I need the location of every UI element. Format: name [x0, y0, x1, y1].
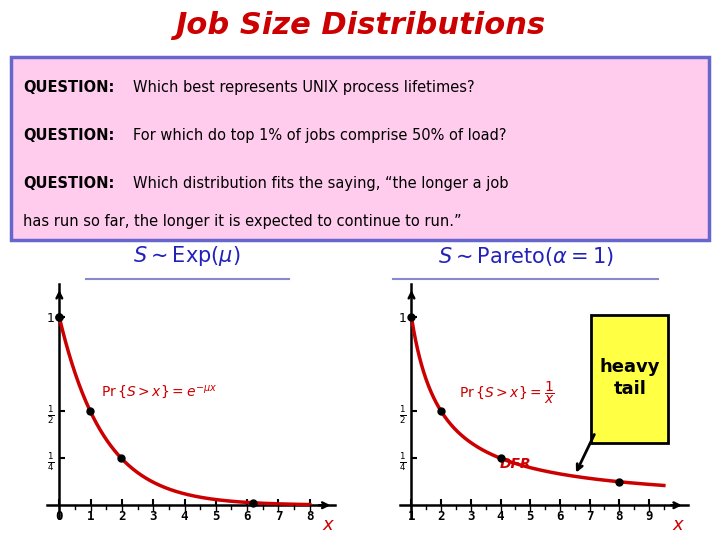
Text: Which distribution fits the saying, “the longer a job: Which distribution fits the saying, “the…: [133, 176, 508, 191]
Text: QUESTION:: QUESTION:: [23, 128, 114, 143]
FancyBboxPatch shape: [591, 315, 668, 443]
FancyBboxPatch shape: [11, 57, 709, 240]
Text: $\Pr\{S > x\} = e^{-\mu x}$: $\Pr\{S > x\} = e^{-\mu x}$: [102, 384, 217, 401]
Text: heavy
tail: heavy tail: [600, 359, 660, 399]
Text: $S \sim \mathrm{Exp}(\mu)$: $S \sim \mathrm{Exp}(\mu)$: [133, 245, 241, 268]
Text: $x$: $x$: [322, 516, 336, 534]
Text: $S \sim \mathrm{Pareto}(\alpha = 1)$: $S \sim \mathrm{Pareto}(\alpha = 1)$: [438, 245, 613, 268]
Text: QUESTION:: QUESTION:: [23, 80, 114, 96]
Text: DFR: DFR: [500, 457, 531, 471]
Text: For which do top 1% of jobs comprise 50% of load?: For which do top 1% of jobs comprise 50%…: [133, 128, 507, 143]
Text: Job Size Distributions: Job Size Distributions: [175, 11, 545, 39]
Text: $x$: $x$: [672, 516, 685, 534]
Text: QUESTION:: QUESTION:: [23, 176, 114, 191]
Text: Which best represents UNIX process lifetimes?: Which best represents UNIX process lifet…: [133, 80, 474, 96]
Text: has run so far, the longer it is expected to continue to run.”: has run so far, the longer it is expecte…: [23, 214, 462, 230]
Text: $\Pr\{S > x\} = \dfrac{1}{x}$: $\Pr\{S > x\} = \dfrac{1}{x}$: [459, 379, 554, 406]
